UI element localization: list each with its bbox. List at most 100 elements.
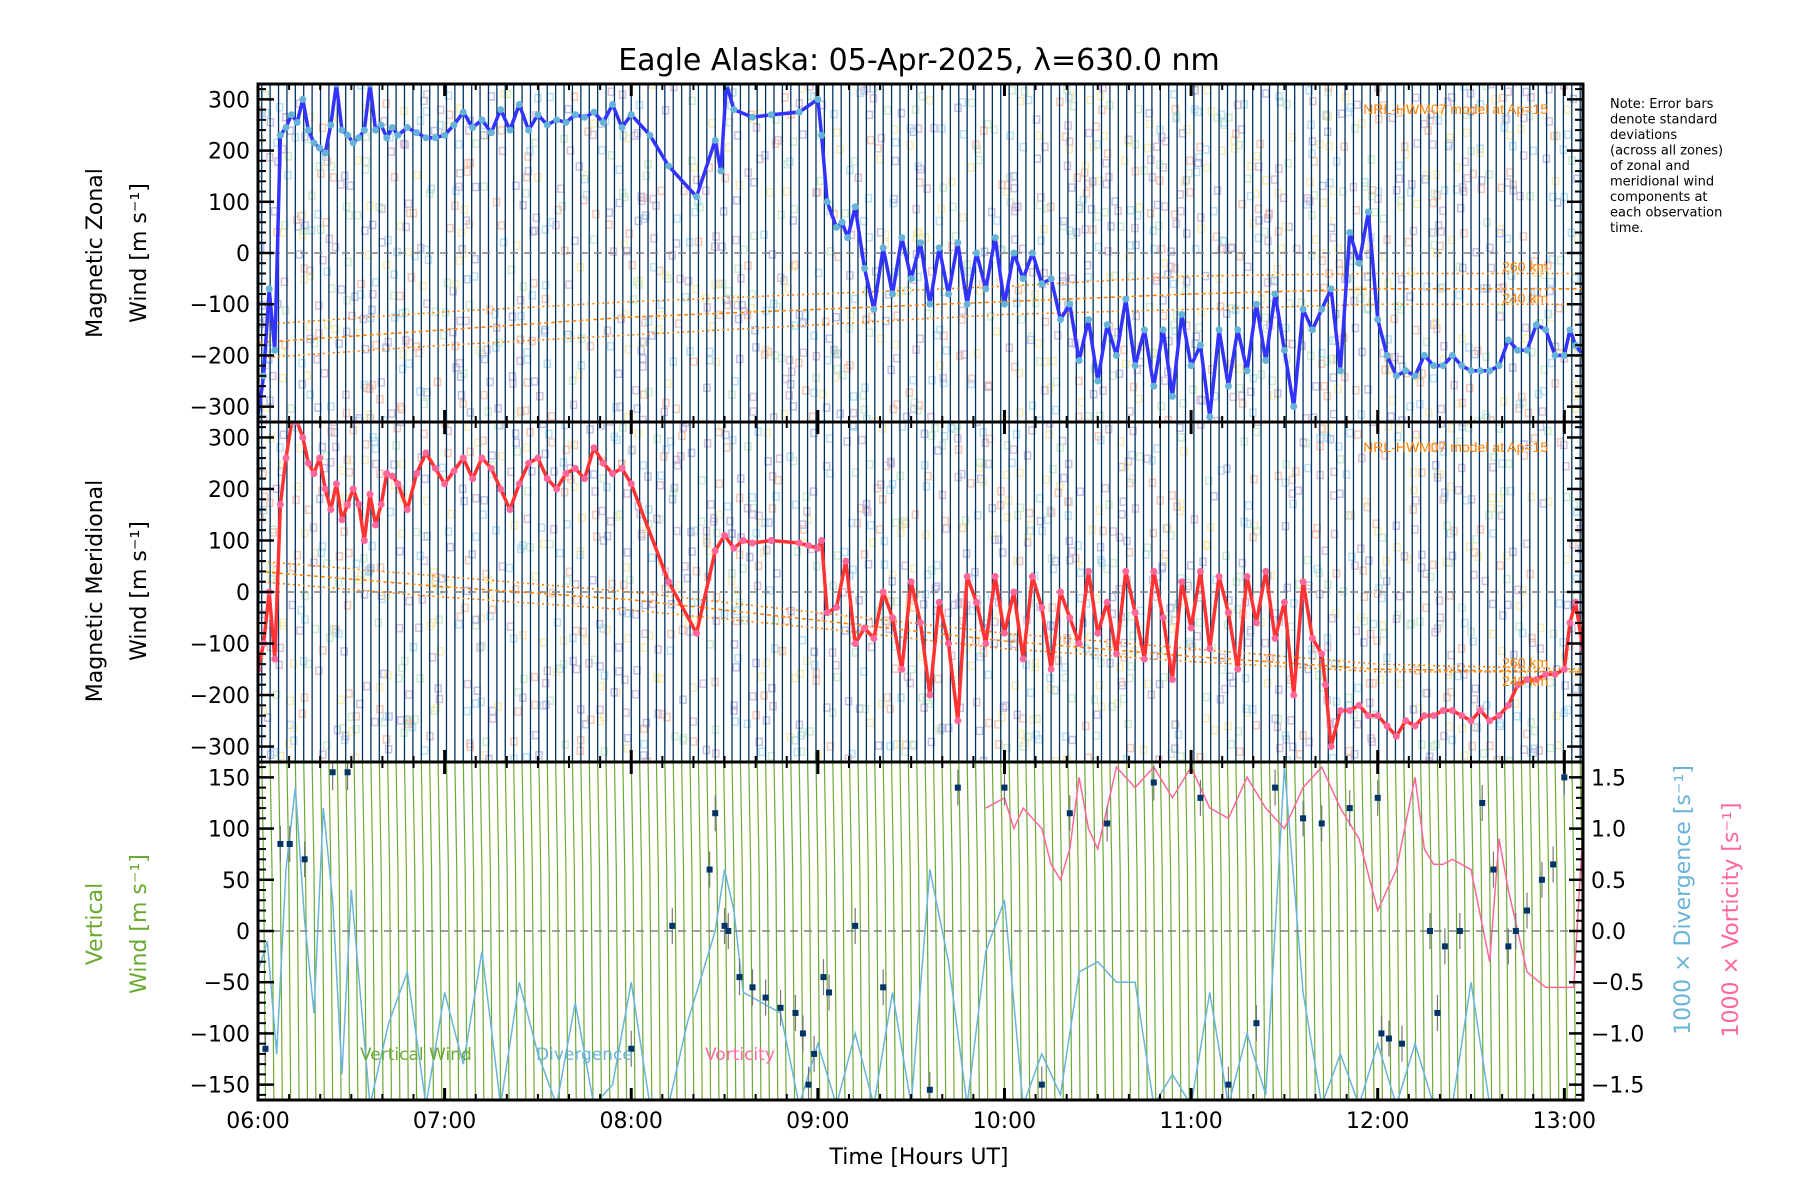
zone-marker xyxy=(772,115,780,124)
zone-marker xyxy=(628,445,637,454)
zone-marker xyxy=(1547,277,1555,287)
zonal-wind-point xyxy=(349,139,357,147)
zone-marker xyxy=(1088,525,1097,534)
zone-marker xyxy=(959,213,967,222)
zone-marker xyxy=(293,550,302,560)
zone-marker xyxy=(719,279,727,288)
zone-marker xyxy=(1094,242,1103,252)
zone-marker xyxy=(298,709,307,718)
zone-marker xyxy=(1345,428,1354,438)
zone-marker xyxy=(516,356,524,366)
zone-marker xyxy=(1440,186,1449,195)
zone-marker xyxy=(1026,520,1035,530)
zone-marker xyxy=(973,511,982,520)
zone-marker xyxy=(1003,743,1011,753)
zone-marker xyxy=(457,390,466,400)
zone-marker xyxy=(1412,496,1420,505)
vertical-wind-trace xyxy=(1428,762,1434,1100)
merid-wind-point xyxy=(861,624,869,632)
zonal-wind-point xyxy=(394,131,402,139)
zone-marker xyxy=(323,157,332,166)
zone-marker xyxy=(540,539,548,549)
zone-marker xyxy=(541,325,549,335)
zone-marker xyxy=(439,331,448,340)
zone-marker xyxy=(1524,408,1533,418)
zone-marker xyxy=(456,612,465,621)
zone-marker xyxy=(550,467,558,476)
zone-marker xyxy=(323,741,331,750)
vertical-wind-trace xyxy=(1109,762,1115,1100)
vertical-wind-point xyxy=(926,1086,933,1093)
zone-marker xyxy=(653,673,662,683)
model-lower-curve xyxy=(258,580,1583,673)
zone-marker xyxy=(967,379,976,389)
zone-marker xyxy=(1126,407,1134,416)
zone-marker xyxy=(1034,131,1042,141)
zonal-wind-point xyxy=(1038,280,1046,288)
zone-marker xyxy=(301,221,309,230)
vertical-wind-trace xyxy=(504,762,510,1100)
merid-wind-point xyxy=(1215,573,1223,581)
zone-marker xyxy=(387,147,396,156)
zonal-wind-point xyxy=(935,244,943,252)
merid-wind-point xyxy=(954,717,962,725)
vertical-wind-trace xyxy=(1134,762,1140,1100)
zone-marker xyxy=(561,422,569,430)
zone-marker xyxy=(1066,555,1074,565)
zone-marker xyxy=(897,693,905,702)
zone-marker xyxy=(474,438,482,447)
zone-marker xyxy=(826,247,835,256)
zonal-wind-point xyxy=(963,300,971,308)
merid-wind-point xyxy=(1374,712,1382,720)
zone-marker xyxy=(1496,719,1505,728)
zone-marker xyxy=(642,718,651,728)
zone-marker xyxy=(343,296,351,305)
zone-marker xyxy=(524,166,533,176)
zone-marker xyxy=(1410,485,1418,495)
zone-marker xyxy=(1437,404,1446,414)
zone-marker xyxy=(948,177,956,187)
zone-marker xyxy=(1238,200,1246,209)
zone-marker xyxy=(1028,426,1036,435)
zone-marker xyxy=(420,556,429,566)
zone-marker xyxy=(886,457,895,467)
zone-marker xyxy=(1242,704,1250,714)
zone-marker xyxy=(731,717,739,726)
zone-marker xyxy=(482,737,490,746)
zone-marker xyxy=(1478,176,1486,185)
zonal-wind-point xyxy=(562,118,570,126)
zone-marker xyxy=(354,575,363,585)
zone-marker xyxy=(830,109,838,119)
zonal-wind-point xyxy=(1028,249,1036,257)
zone-marker xyxy=(1373,589,1382,598)
vertical-wind-trace xyxy=(983,762,989,1100)
zone-marker xyxy=(1334,244,1342,253)
zone-marker xyxy=(1065,536,1073,546)
zone-marker xyxy=(1312,382,1320,391)
zone-marker xyxy=(319,646,327,655)
zone-marker xyxy=(1003,512,1012,522)
zone-marker xyxy=(1160,259,1168,268)
merid-wind-point xyxy=(1206,645,1214,653)
zone-marker xyxy=(1330,491,1338,500)
merid-wind-point xyxy=(1467,717,1475,725)
merid-wind-point xyxy=(1551,670,1559,678)
zone-marker xyxy=(867,520,875,530)
note-line: components at xyxy=(1610,190,1708,205)
vertical-wind-trace xyxy=(991,762,997,1100)
zone-marker xyxy=(1197,224,1206,234)
zone-marker xyxy=(883,106,892,115)
zonal-wind-point xyxy=(749,113,757,121)
zone-marker xyxy=(371,277,380,287)
zone-marker xyxy=(718,242,726,252)
zone-marker xyxy=(436,647,444,656)
zone-marker xyxy=(967,163,975,172)
zone-marker xyxy=(497,221,506,230)
zone-marker xyxy=(369,432,377,442)
zone-marker xyxy=(1430,320,1438,329)
zone-marker xyxy=(416,551,425,561)
zone-marker xyxy=(632,610,640,619)
zone-marker xyxy=(641,643,649,652)
zone-marker xyxy=(624,634,632,643)
vertical-wind-trace xyxy=(1092,762,1098,1100)
